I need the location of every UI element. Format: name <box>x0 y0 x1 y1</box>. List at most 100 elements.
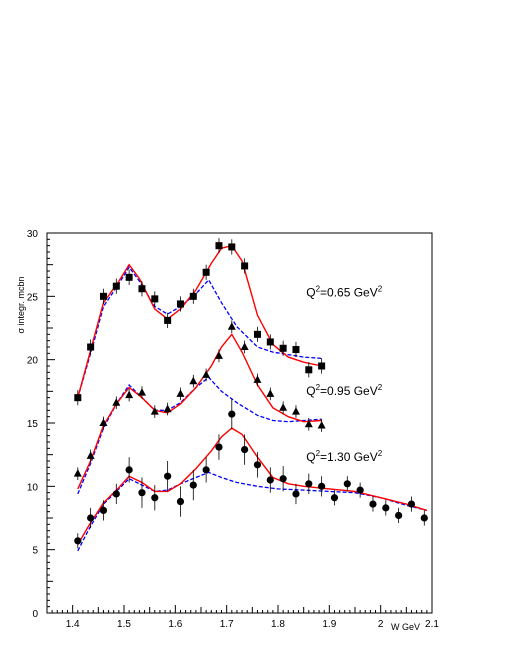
data-point <box>202 264 210 280</box>
circle-marker <box>99 506 108 514</box>
data-point <box>305 362 313 378</box>
q2-label-part: Q <box>306 450 315 464</box>
y-tick-label: 30 <box>27 229 39 240</box>
data-point <box>215 434 223 460</box>
triangle-marker <box>304 419 313 428</box>
data-point <box>214 349 223 363</box>
data-point <box>138 477 146 508</box>
circle-marker <box>87 514 95 522</box>
data-point <box>382 500 390 516</box>
data-point <box>74 533 82 549</box>
square-marker <box>87 343 95 351</box>
data-point <box>279 340 287 356</box>
data-point <box>330 490 339 506</box>
triangle-marker <box>317 421 326 429</box>
triangle-marker <box>150 407 159 415</box>
data-point <box>125 269 133 285</box>
data-point <box>266 387 275 401</box>
data-point <box>87 507 95 529</box>
circle-marker <box>253 461 262 469</box>
data-point <box>420 510 428 526</box>
data-point <box>151 485 159 511</box>
triangle-marker <box>99 418 108 426</box>
data-point <box>202 368 211 382</box>
x-axis-label: W GeV <box>391 622 420 632</box>
data-point <box>176 296 184 312</box>
circle-marker <box>330 494 339 502</box>
data-point <box>112 483 120 505</box>
q2-label-part: 2 <box>316 284 321 293</box>
q2-label-part: 2 <box>316 449 321 458</box>
data-point <box>317 419 326 432</box>
q2-label-3: Q2=1.30 GeV2 <box>306 449 383 464</box>
circle-marker <box>382 504 390 512</box>
circle-marker <box>407 500 416 508</box>
q2-label-part: 2 <box>378 284 383 293</box>
data-point <box>253 373 262 387</box>
circle-marker <box>189 481 197 489</box>
data-point <box>266 334 274 350</box>
q2-label-part: =0.65 GeV <box>320 285 378 299</box>
data-point <box>395 507 403 524</box>
y-tick-label: 15 <box>27 419 39 430</box>
circle-marker <box>305 480 313 488</box>
circle-marker <box>151 494 159 502</box>
data-point <box>189 374 198 388</box>
square-marker <box>176 300 184 308</box>
data-point <box>99 500 108 521</box>
data-point <box>125 457 133 483</box>
circle-marker <box>395 511 403 520</box>
x-tick-label: 2 <box>378 619 384 630</box>
dashed-curve-3 <box>77 471 428 552</box>
data-points <box>73 238 428 549</box>
triangle-marker <box>202 370 211 378</box>
x-tick-label: 1.9 <box>322 619 336 630</box>
axes: 1.4 1.5 1.6 1.7 1.8 1.9 2 2.1 0 5 10 15 20 25 30 <box>27 229 440 630</box>
q2-label-part: Q <box>306 384 315 398</box>
data-point <box>87 339 95 355</box>
solid-curve-1 <box>77 244 322 398</box>
q2-label-part: 2 <box>378 383 383 392</box>
triangle-marker <box>112 398 121 406</box>
triangle-marker <box>189 376 198 385</box>
triangle-marker <box>279 403 288 411</box>
triangle-marker <box>227 322 236 330</box>
data-point <box>112 278 120 294</box>
data-point <box>343 476 351 492</box>
circle-marker <box>279 475 287 483</box>
data-point <box>74 390 82 406</box>
square-marker <box>228 243 236 251</box>
data-point <box>215 238 223 254</box>
data-point <box>266 467 274 493</box>
data-point <box>292 483 300 505</box>
circle-marker <box>356 486 364 494</box>
square-marker <box>164 316 172 324</box>
data-point <box>150 405 159 418</box>
data-point <box>291 405 300 418</box>
y-tick-label: 0 <box>32 609 38 620</box>
y-tick-label: 20 <box>27 356 39 367</box>
data-point <box>125 388 134 402</box>
data-point <box>176 486 185 517</box>
circle-marker <box>112 490 120 498</box>
square-marker <box>125 273 133 281</box>
x-tick-label: 1.4 <box>66 619 80 630</box>
data-point <box>356 482 364 498</box>
data-point <box>163 402 172 416</box>
solid-curve-3 <box>77 427 428 545</box>
data-point <box>228 239 236 255</box>
circle-marker <box>164 472 172 480</box>
square-marker <box>292 346 300 354</box>
q2-label-part: =1.30 GeV <box>320 450 378 464</box>
y-tick-label: 10 <box>27 482 39 493</box>
solid-curve-2 <box>77 333 322 490</box>
triangle-marker <box>125 390 134 399</box>
circle-marker <box>318 482 326 490</box>
q2-label-part: 2 <box>378 449 383 458</box>
data-point <box>99 416 108 430</box>
data-point <box>227 320 236 334</box>
triangle-marker <box>86 451 95 459</box>
triangle-marker <box>253 375 262 383</box>
circle-marker <box>138 489 146 497</box>
y-tick-label: 5 <box>32 546 38 557</box>
